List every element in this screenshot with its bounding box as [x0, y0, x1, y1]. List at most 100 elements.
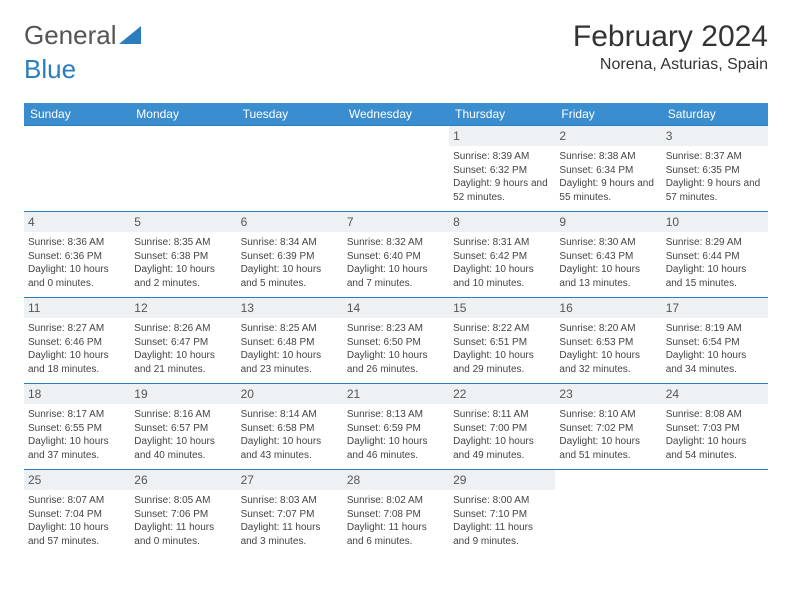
calendar-week: 4Sunrise: 8:36 AMSunset: 6:36 PMDaylight…	[24, 212, 768, 298]
logo-triangle-icon	[119, 20, 141, 51]
cell-text: Sunrise: 8:29 AM	[666, 236, 764, 250]
day-number: 13	[237, 298, 343, 318]
calendar-cell: 2Sunrise: 8:38 AMSunset: 6:34 PMDaylight…	[555, 126, 661, 212]
day-number: 8	[449, 212, 555, 232]
calendar-cell: 27Sunrise: 8:03 AMSunset: 7:07 PMDayligh…	[237, 470, 343, 556]
day-header: Friday	[555, 103, 661, 126]
cell-text: Daylight: 10 hours and 10 minutes.	[453, 263, 551, 290]
cell-text: Sunset: 6:54 PM	[666, 336, 764, 350]
cell-text: Daylight: 9 hours and 55 minutes.	[559, 177, 657, 204]
cell-text: Sunrise: 8:03 AM	[241, 494, 339, 508]
cell-text: Sunrise: 8:36 AM	[28, 236, 126, 250]
day-number: 29	[449, 470, 555, 490]
cell-text: Daylight: 11 hours and 3 minutes.	[241, 521, 339, 548]
cell-text: Daylight: 10 hours and 21 minutes.	[134, 349, 232, 376]
day-header: Saturday	[662, 103, 768, 126]
cell-text: Daylight: 10 hours and 13 minutes.	[559, 263, 657, 290]
calendar-cell: 10Sunrise: 8:29 AMSunset: 6:44 PMDayligh…	[662, 212, 768, 298]
day-number: 11	[24, 298, 130, 318]
cell-text: Sunset: 6:42 PM	[453, 250, 551, 264]
cell-text: Daylight: 10 hours and 54 minutes.	[666, 435, 764, 462]
calendar-cell: 3Sunrise: 8:37 AMSunset: 6:35 PMDaylight…	[662, 126, 768, 212]
title-block: February 2024 Norena, Asturias, Spain	[573, 20, 768, 74]
day-number: 27	[237, 470, 343, 490]
calendar-cell: 4Sunrise: 8:36 AMSunset: 6:36 PMDaylight…	[24, 212, 130, 298]
cell-text: Daylight: 10 hours and 49 minutes.	[453, 435, 551, 462]
day-number: 17	[662, 298, 768, 318]
calendar-body: 1 Sunrise: 8:39 AMSunset: 6:32 PM Daylight…	[24, 126, 768, 556]
calendar-cell: 18Sunrise: 8:17 AMSunset: 6:55 PMDayligh…	[24, 384, 130, 470]
calendar-cell: 15Sunrise: 8:22 AMSunset: 6:51 PMDayligh…	[449, 298, 555, 384]
cell-text: Sunset: 6:40 PM	[347, 250, 445, 264]
calendar-cell	[555, 470, 661, 556]
day-number: 9	[555, 212, 661, 232]
location-label: Norena, Asturias, Spain	[573, 56, 768, 74]
calendar-cell: 23 Sunrise: 8:10 AMSunset: 7:02 PMDayligh…	[555, 384, 661, 470]
cell-text: Sunrise: 8:19 AM	[666, 322, 764, 336]
calendar-cell: 24Sunrise: 8:08 AMSunset: 7:03 PMDayligh…	[662, 384, 768, 470]
cell-text: Sunrise: 8:37 AM	[666, 150, 764, 164]
cell-text: Sunset: 7:06 PM	[134, 508, 232, 522]
cell-text: Sunset: 6:59 PM	[347, 422, 445, 436]
calendar-cell	[237, 126, 343, 212]
calendar-week: 25Sunrise: 8:07 AMSunset: 7:04 PMDayligh…	[24, 470, 768, 556]
calendar-cell: 11Sunrise: 8:27 AMSunset: 6:46 PMDayligh…	[24, 298, 130, 384]
calendar-week: 1 Sunrise: 8:39 AMSunset: 6:32 PM Daylight…	[24, 126, 768, 212]
calendar-cell	[24, 126, 130, 212]
day-number: 5	[130, 212, 236, 232]
cell-text: Sunset: 6:32 PM	[453, 164, 551, 178]
cell-text: Sunrise: 8:08 AM	[666, 408, 764, 422]
cell-text: Daylight: 11 hours and 9 minutes.	[453, 521, 551, 548]
calendar-cell: 26Sunrise: 8:05 AMSunset: 7:06 PMDayligh…	[130, 470, 236, 556]
cell-text: Daylight: 10 hours and 46 minutes.	[347, 435, 445, 462]
day-number: 1	[449, 126, 555, 146]
cell-text: Daylight: 10 hours and 5 minutes.	[241, 263, 339, 290]
day-number: 23	[555, 384, 661, 404]
calendar-cell: 6Sunrise: 8:34 AMSunset: 6:39 PMDaylight…	[237, 212, 343, 298]
cell-text: Sunrise: 8:39 AM	[453, 150, 551, 164]
cell-text: Sunset: 6:39 PM	[241, 250, 339, 264]
cell-text: Sunrise: 8:35 AM	[134, 236, 232, 250]
day-number: 7	[343, 212, 449, 232]
calendar-table: SundayMondayTuesdayWednesdayThursdayFrid…	[24, 103, 768, 556]
calendar-week: 11Sunrise: 8:27 AMSunset: 6:46 PMDayligh…	[24, 298, 768, 384]
cell-text: Sunset: 6:44 PM	[666, 250, 764, 264]
calendar-cell: 20Sunrise: 8:14 AMSunset: 6:58 PMDayligh…	[237, 384, 343, 470]
cell-text: Sunset: 6:55 PM	[28, 422, 126, 436]
cell-text: Sunset: 6:57 PM	[134, 422, 232, 436]
cell-text: Sunset: 7:02 PM	[559, 422, 657, 436]
calendar-cell: 9Sunrise: 8:30 AMSunset: 6:43 PMDaylight…	[555, 212, 661, 298]
calendar-cell	[130, 126, 236, 212]
calendar-cell: 8 Sunrise: 8:31 AMSunset: 6:42 PMDaylight…	[449, 212, 555, 298]
cell-text: Sunset: 6:34 PM	[559, 164, 657, 178]
cell-text: Sunrise: 8:10 AM	[559, 408, 657, 422]
cell-text: Sunrise: 8:31 AM	[453, 236, 551, 250]
cell-text: Daylight: 10 hours and 7 minutes.	[347, 263, 445, 290]
day-header: Monday	[130, 103, 236, 126]
cell-text: Daylight: 11 hours and 6 minutes.	[347, 521, 445, 548]
cell-text: Sunset: 6:53 PM	[559, 336, 657, 350]
cell-text: Sunrise: 8:22 AM	[453, 322, 551, 336]
calendar-cell: 7Sunrise: 8:32 AMSunset: 6:40 PMDaylight…	[343, 212, 449, 298]
cell-text: Sunrise: 8:05 AM	[134, 494, 232, 508]
calendar-cell: 19Sunrise: 8:16 AMSunset: 6:57 PMDayligh…	[130, 384, 236, 470]
cell-text: Sunrise: 8:07 AM	[28, 494, 126, 508]
day-number: 2	[555, 126, 661, 146]
cell-text: Daylight: 10 hours and 26 minutes.	[347, 349, 445, 376]
cell-text: Sunset: 6:35 PM	[666, 164, 764, 178]
day-number: 22	[449, 384, 555, 404]
calendar-cell: 16Sunrise: 8:20 AMSunset: 6:53 PMDayligh…	[555, 298, 661, 384]
day-header: Sunday	[24, 103, 130, 126]
cell-text: Sunset: 6:48 PM	[241, 336, 339, 350]
day-number: 16	[555, 298, 661, 318]
cell-text: Daylight: 10 hours and 51 minutes.	[559, 435, 657, 462]
day-number: 25	[24, 470, 130, 490]
calendar-cell: 12Sunrise: 8:26 AMSunset: 6:47 PMDayligh…	[130, 298, 236, 384]
day-number: 10	[662, 212, 768, 232]
calendar-cell: 28Sunrise: 8:02 AMSunset: 7:08 PMDayligh…	[343, 470, 449, 556]
logo-text-blue: Blue	[24, 54, 76, 85]
cell-text: Sunset: 6:58 PM	[241, 422, 339, 436]
cell-text: Daylight: 10 hours and 34 minutes.	[666, 349, 764, 376]
cell-text: Sunrise: 8:11 AM	[453, 408, 551, 422]
cell-text: Sunrise: 8:13 AM	[347, 408, 445, 422]
